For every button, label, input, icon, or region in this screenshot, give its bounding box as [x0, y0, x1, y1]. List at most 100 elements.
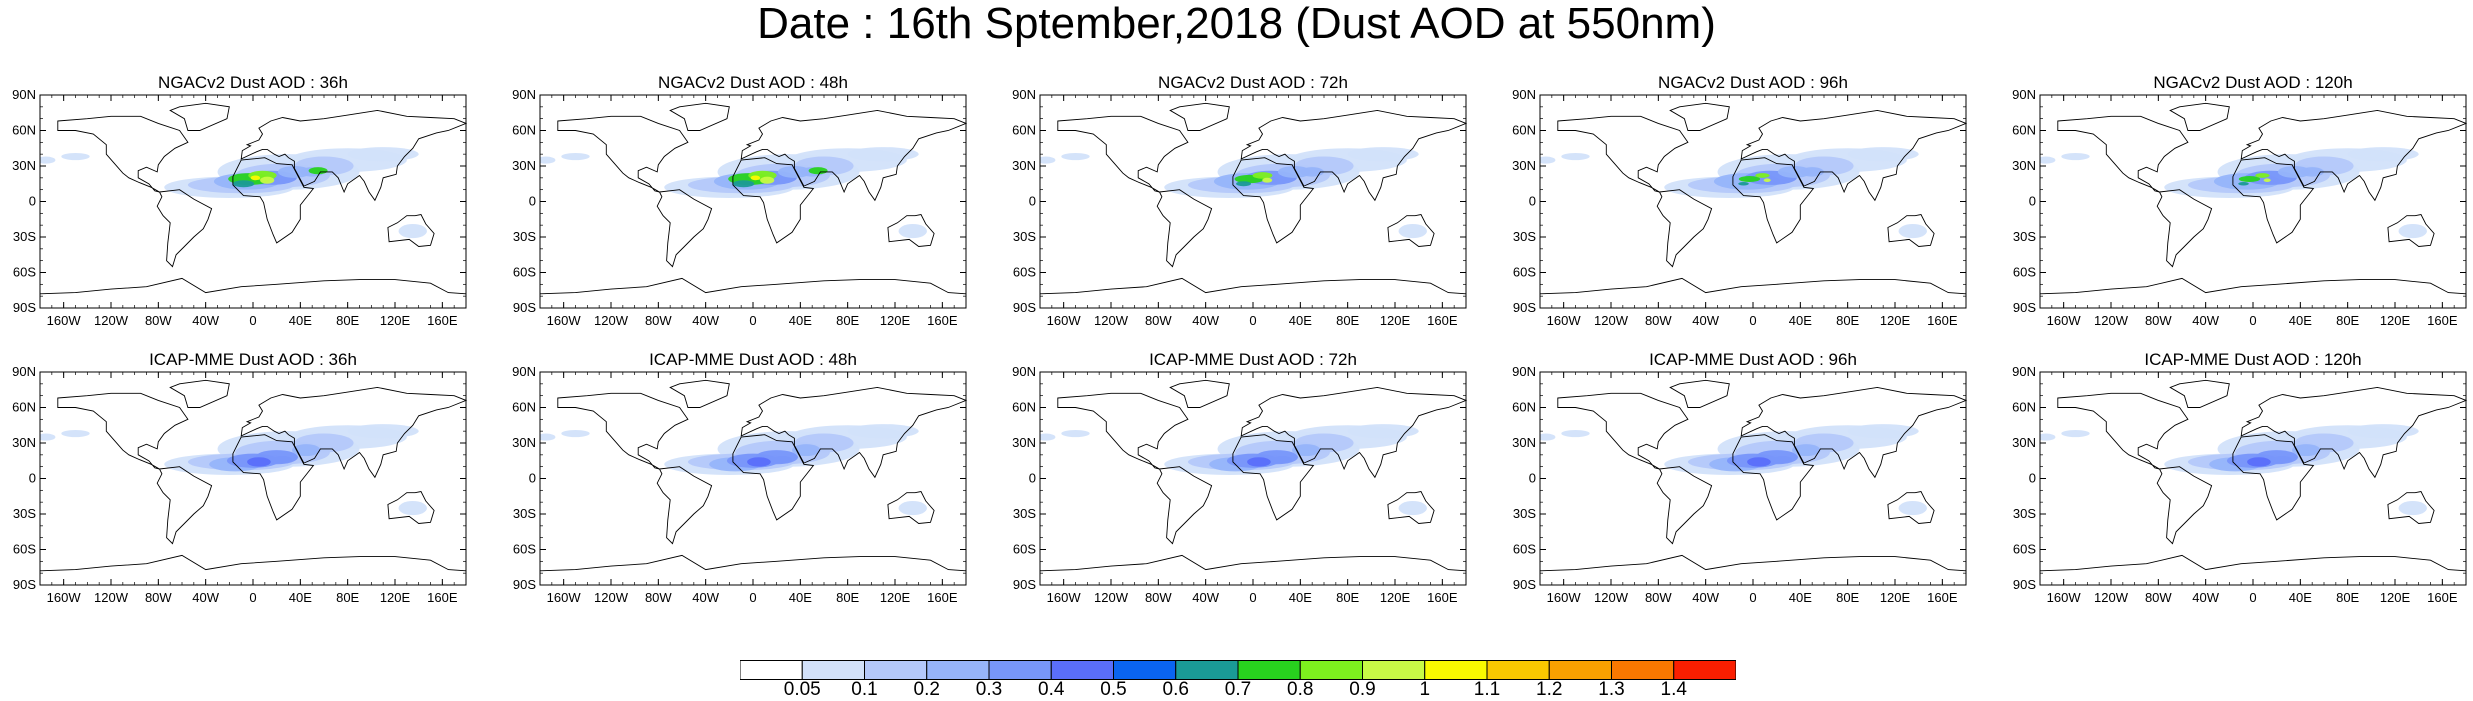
map-svg: 90N 60N 30N 0 30S 60S 90S 160W 120W 80W 40W 0 40E 80E… [12, 87, 468, 328]
map-panel: NGACv2 Dust AOD : 72h 90N 60N 30N 0 30S 60S 90S… [1000, 73, 1500, 373]
lon-label: 40E [789, 313, 812, 328]
colorbar-box [1424, 660, 1488, 680]
dust-aod-patch [1040, 433, 1056, 441]
map-svg: 90N 60N 30N 0 30S 60S 90S 160W 120W 80W 40W 0 40E 80E… [2012, 87, 2468, 328]
colorbar-box [1050, 660, 1114, 680]
dust-aod-patch [2398, 223, 2427, 239]
lon-label: 0 [1249, 590, 1256, 605]
lon-label: 120E [1880, 590, 1911, 605]
colorbar-box [1175, 660, 1239, 680]
dust-aod-patch [1273, 456, 1293, 464]
dust-aod-patch [1898, 223, 1927, 239]
lat-label: 90S [13, 577, 36, 592]
lon-label: 160E [1927, 313, 1958, 328]
panel-title: NGACv2 Dust AOD : 36h [158, 73, 348, 92]
lon-label: 120E [2380, 313, 2411, 328]
dust-aod-patch [773, 456, 793, 464]
map-background [2040, 372, 2466, 585]
lat-label: 60N [2012, 123, 2036, 138]
lon-label: 80E [836, 590, 859, 605]
coastline [2169, 379, 2230, 408]
lat-label: 30N [12, 158, 36, 173]
coastline [1740, 109, 1968, 202]
dust-aod-patch [561, 429, 590, 438]
lon-label: 0 [749, 313, 756, 328]
coastline [156, 466, 213, 545]
colorbar-label: 0.05 [783, 679, 821, 700]
map-panel: ICAP-MME Dust AOD : 48h 90N 60N 30N 0 30S 60S 9… [500, 350, 1000, 650]
map-panel: NGACv2 Dust AOD : 48h 90N 60N 30N 0 30S 60S 90S… [500, 73, 1000, 373]
lat-label: 60N [1012, 400, 1036, 415]
dust-aod-patch [2300, 167, 2324, 177]
coastline [732, 434, 815, 521]
coastline [1169, 379, 1230, 408]
lon-label: 80E [2336, 313, 2359, 328]
coastline-antarctica [1539, 554, 1967, 572]
lat-label: 90N [1012, 364, 1036, 379]
dust-aod-patch [1738, 176, 1761, 182]
coastline [1732, 434, 1815, 521]
lon-label: 80W [2145, 313, 2172, 328]
colorbar-box [1299, 660, 1363, 680]
lon-label: 120W [1094, 590, 1129, 605]
coastline [656, 189, 713, 268]
colorbar-label: 1.4 [1660, 679, 1687, 700]
coastline [2387, 490, 2435, 524]
coastline [240, 386, 468, 479]
coastline [669, 379, 730, 408]
coastline [2057, 115, 2189, 193]
map-background [1540, 372, 1966, 585]
lon-label: 120E [880, 590, 911, 605]
dust-aod-patch [847, 424, 919, 439]
lon-label: 120E [380, 313, 411, 328]
map-panel: NGACv2 Dust AOD : 96h 90N 60N 30N 0 30S 60S 90S… [1500, 73, 2000, 373]
coastline [557, 392, 689, 470]
lat-label: 30N [1012, 435, 1036, 450]
dust-aod-patch [750, 175, 761, 181]
lat-label: 90N [512, 87, 536, 102]
dust-aod-patch [792, 444, 821, 457]
dust-aod-patch [1061, 152, 1090, 161]
dust-aod-patch [398, 223, 427, 239]
dust-aod-patch [347, 147, 419, 162]
lat-label: 30S [1513, 229, 1536, 244]
lat-label: 90N [12, 364, 36, 379]
coastline [1656, 189, 1713, 268]
dust-aod-patch [1347, 424, 1419, 439]
lon-label: 40W [1192, 590, 1219, 605]
dust-aod-patch [61, 429, 90, 438]
dust-aod-patch [2273, 456, 2293, 464]
coastline [1240, 109, 1468, 202]
panel-title: NGACv2 Dust AOD : 96h [1658, 73, 1848, 92]
map-svg: 90N 60N 30N 0 30S 60S 90S 160W 120W 80W 40W 0 40E 80E… [512, 87, 968, 328]
lon-label: 160W [1547, 590, 1582, 605]
dust-aod-patch [1040, 156, 1056, 164]
coastline-antarctica [39, 554, 467, 572]
colorbar-box [801, 660, 865, 680]
coastline [2232, 157, 2315, 244]
lon-label: 0 [2249, 590, 2256, 605]
dust-aod-patch [398, 500, 427, 516]
dust-aod-patch [1792, 444, 1821, 457]
colorbar-box [1673, 660, 1736, 680]
dust-aod-patch [1540, 156, 1556, 164]
lon-label: 120W [94, 313, 129, 328]
dust-aod-patch [1262, 177, 1273, 183]
coastline [387, 213, 435, 247]
lat-label: 0 [1029, 471, 1036, 486]
lon-label: 160W [47, 313, 82, 328]
lon-label: 0 [1749, 313, 1756, 328]
lon-label: 160W [547, 313, 582, 328]
map-panel: ICAP-MME Dust AOD : 96h 90N 60N 30N 0 30S 60S 9… [1500, 350, 2000, 650]
coastline [57, 115, 189, 193]
coastline [1232, 157, 1315, 244]
lon-label: 40E [1789, 590, 1812, 605]
coastline [1669, 102, 1730, 131]
dust-aod-patch [2277, 166, 2311, 178]
dust-aod-patch [2061, 429, 2090, 438]
dust-aod-patch [1061, 429, 1090, 438]
dust-aod-patch [2247, 457, 2271, 467]
lat-label: 60S [513, 265, 536, 280]
dust-aod-patch [1847, 424, 1919, 439]
dust-aod-patch [1398, 223, 1427, 239]
